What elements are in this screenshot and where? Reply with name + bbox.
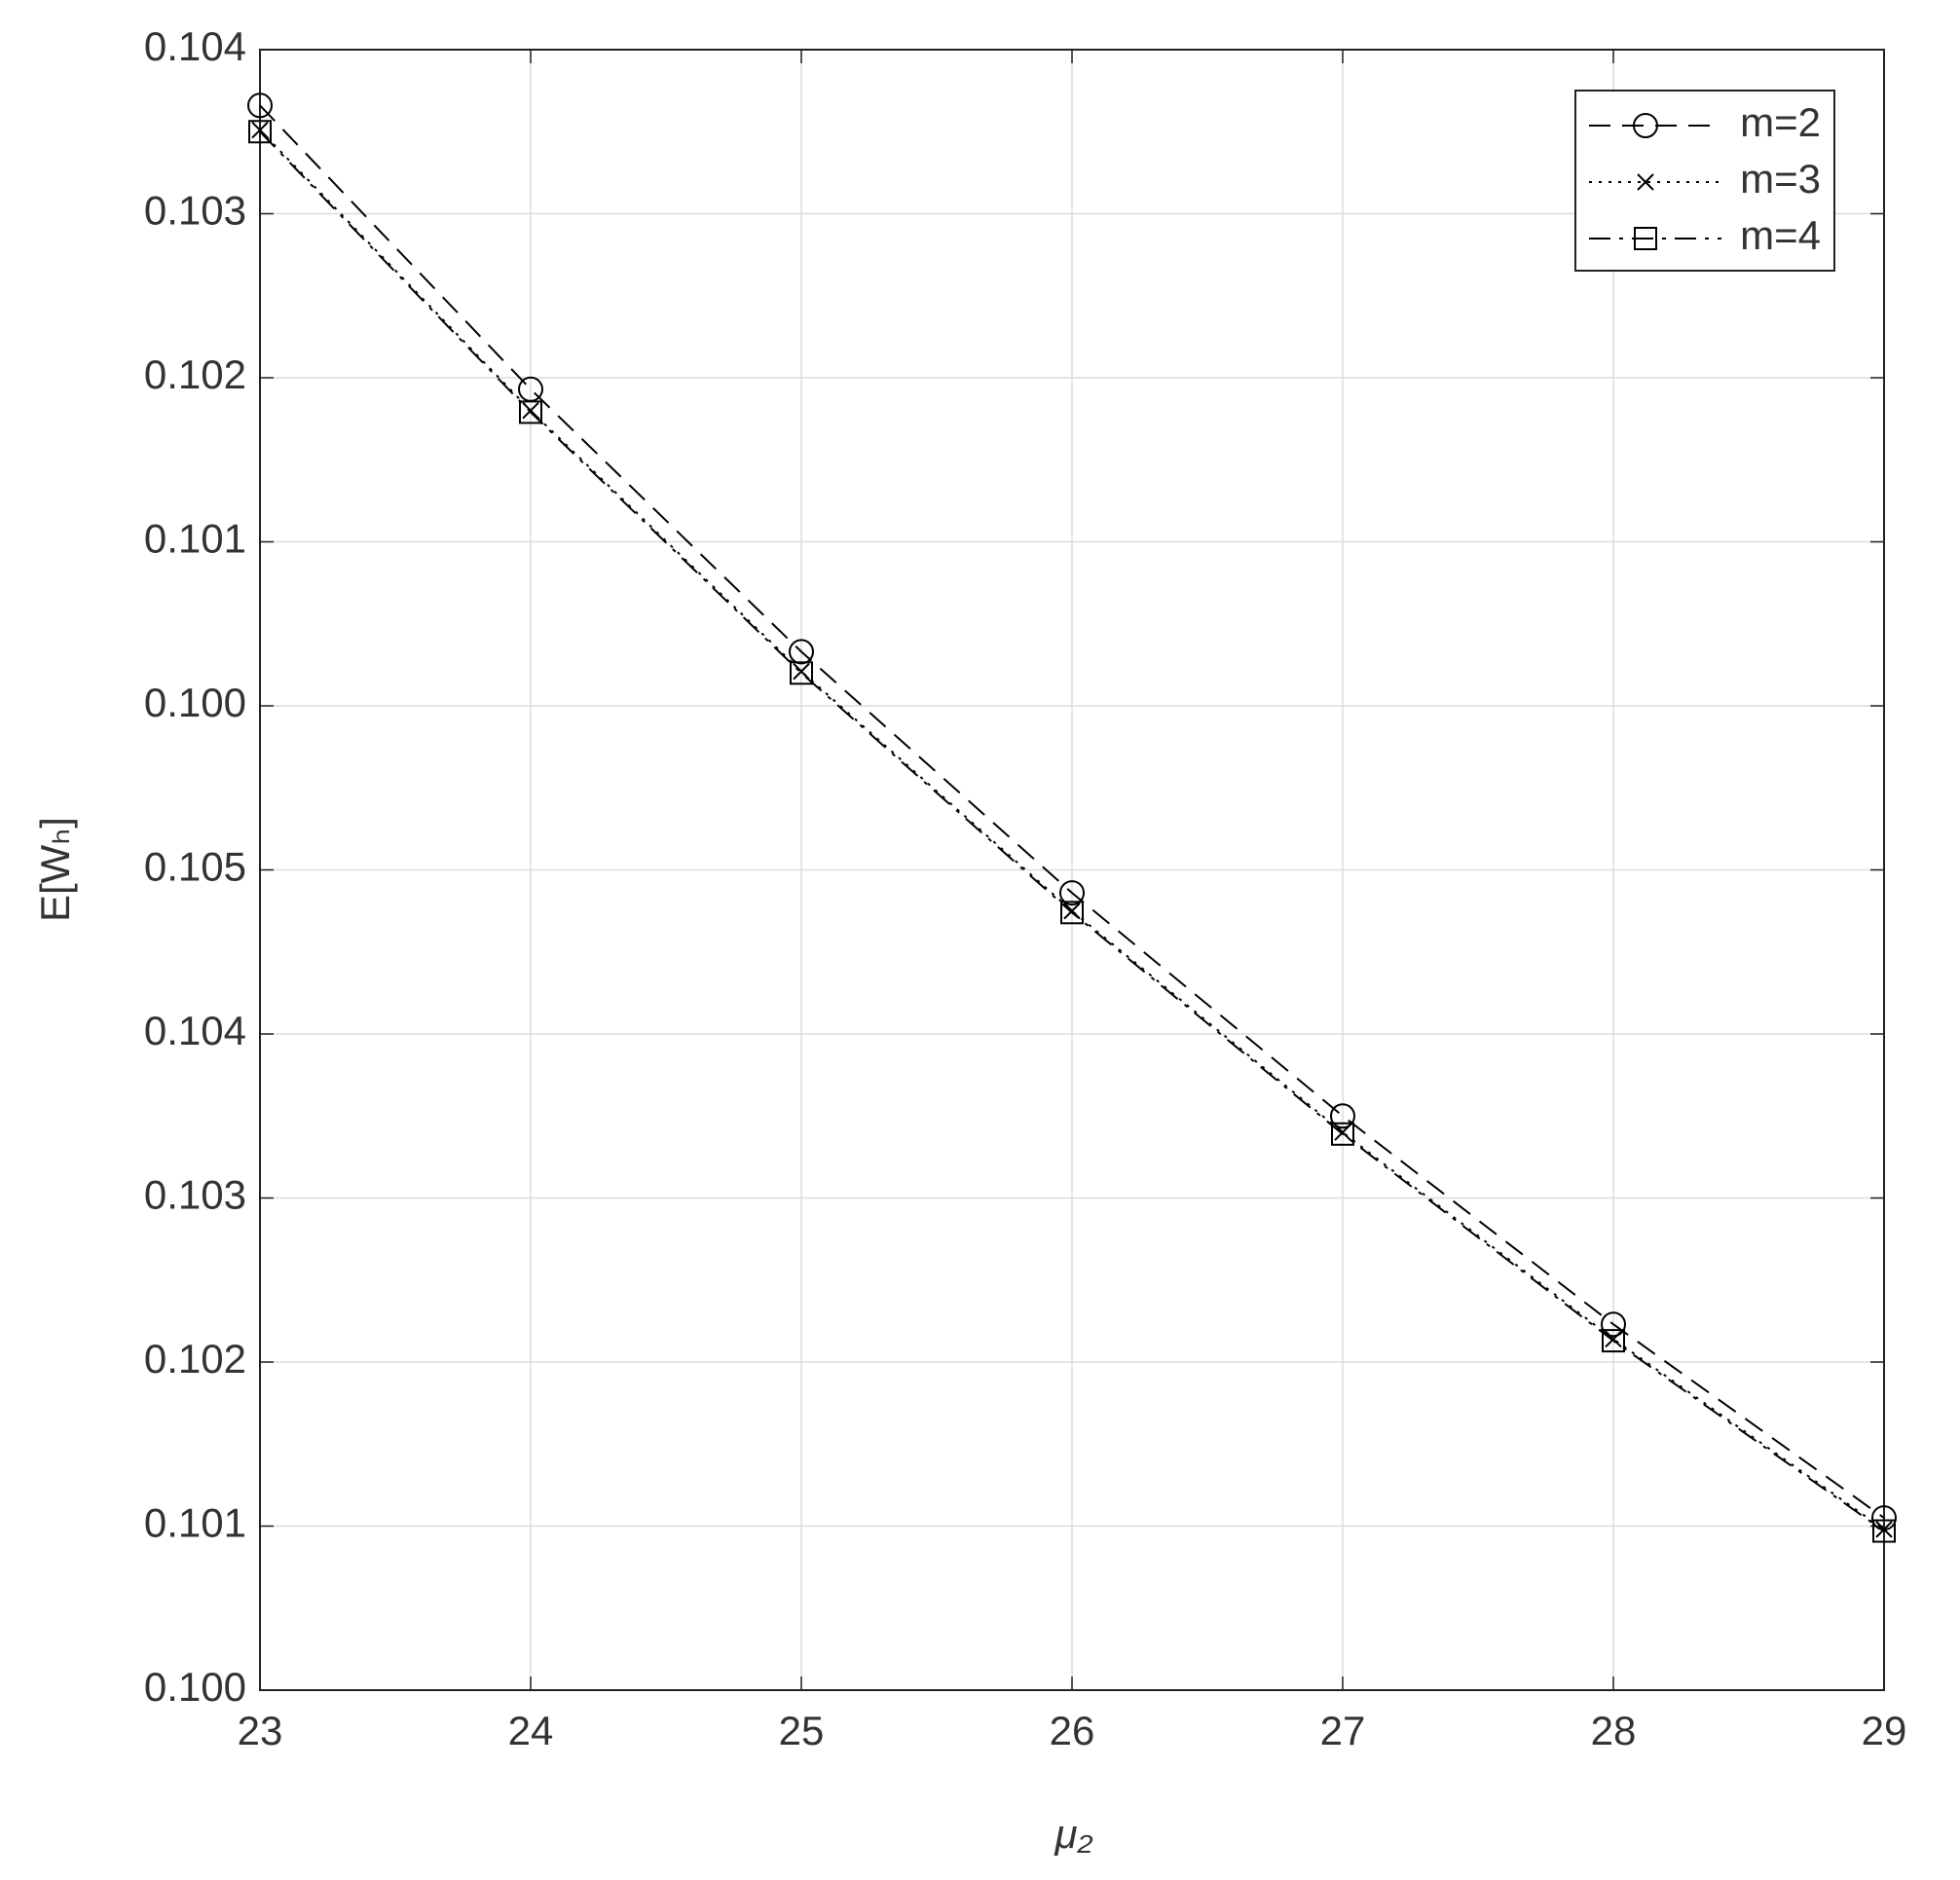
marker: [1334, 1124, 1351, 1141]
marker: [1875, 1521, 1893, 1538]
legend-label: m=2: [1740, 99, 1821, 145]
y-tick-label: 0.104: [144, 23, 246, 69]
legend-marker: [1637, 173, 1654, 191]
marker: [1059, 880, 1085, 906]
axes-box: [259, 49, 1885, 1691]
marker: [1330, 1103, 1355, 1129]
y-axis-label: E[Wₕ]: [32, 817, 78, 922]
marker: [1605, 1330, 1622, 1348]
series-line: [259, 130, 1885, 1532]
y-tick-label: 0.103: [144, 1172, 246, 1218]
marker: [248, 120, 272, 144]
marker: [789, 639, 814, 665]
marker: [790, 661, 813, 685]
legend-marker: [1634, 227, 1657, 250]
marker: [247, 92, 273, 119]
legend: m=2 m=3 m=4: [1574, 90, 1835, 272]
marker: [1331, 1122, 1354, 1146]
y-tick-label: 0.101: [144, 516, 246, 562]
y-tick-label: 0.103: [144, 188, 246, 234]
marker: [1601, 1311, 1626, 1338]
marker: [1060, 901, 1084, 925]
marker: [1602, 1329, 1625, 1353]
marker: [1872, 1519, 1896, 1543]
marker: [522, 401, 539, 420]
marker: [251, 121, 269, 139]
y-tick-label: 0.101: [144, 1500, 246, 1546]
y-tick-label: 0.104: [144, 1008, 246, 1053]
x-axis-label: μ₂: [1054, 1811, 1092, 1857]
legend-label: m=4: [1740, 212, 1821, 258]
marker: [519, 400, 542, 424]
x-tick-label: 27: [1320, 1708, 1366, 1753]
legend-marker: [1633, 113, 1658, 138]
y-tick-label: 0.105: [144, 844, 246, 890]
x-tick-label: 29: [1862, 1708, 1907, 1753]
y-tick-label: 0.102: [144, 1336, 246, 1382]
y-tick-label: 0.102: [144, 351, 246, 397]
legend-box: [1574, 90, 1835, 272]
legend-label: m=3: [1740, 156, 1821, 202]
x-tick-label: 23: [238, 1708, 283, 1753]
y-tick-label: 0.100: [144, 1664, 246, 1710]
y-tick-label: 0.100: [144, 680, 246, 725]
x-tick-label: 28: [1591, 1708, 1637, 1753]
x-tick-label: 24: [508, 1708, 554, 1753]
x-tick-label: 26: [1050, 1708, 1095, 1753]
x-tick-label: 25: [779, 1708, 825, 1753]
series-line: [259, 104, 1885, 1519]
